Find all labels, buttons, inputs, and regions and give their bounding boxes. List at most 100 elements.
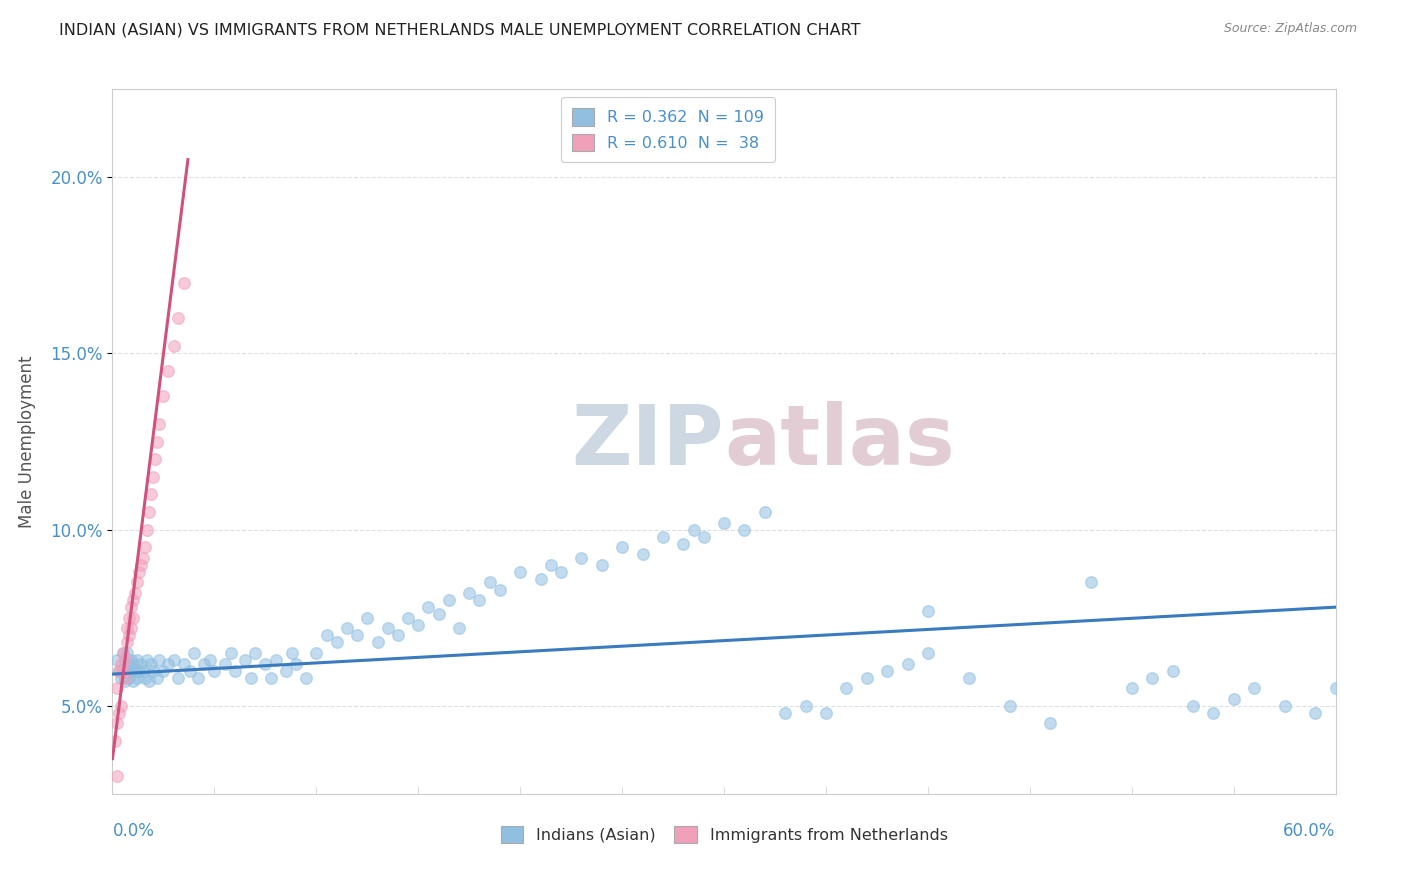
Point	[122, 610, 145, 624]
Point	[295, 671, 318, 685]
Point	[396, 610, 419, 624]
Point	[917, 604, 939, 618]
Point	[105, 716, 128, 731]
Point	[128, 664, 150, 678]
Point	[118, 671, 141, 685]
Point	[111, 664, 134, 678]
Text: Source: ZipAtlas.com: Source: ZipAtlas.com	[1223, 22, 1357, 36]
Point	[876, 664, 898, 678]
Point	[571, 550, 593, 565]
Point	[478, 575, 501, 590]
Point	[734, 523, 756, 537]
Point	[713, 516, 735, 530]
Point	[1274, 698, 1296, 713]
Point	[148, 653, 170, 667]
Point	[114, 657, 136, 671]
Point	[105, 769, 128, 783]
Point	[110, 657, 132, 671]
Point	[387, 628, 409, 642]
Point	[509, 565, 531, 579]
Point	[122, 674, 145, 689]
Point	[166, 311, 188, 326]
Point	[418, 600, 440, 615]
Point	[129, 657, 152, 671]
Point	[111, 646, 134, 660]
Text: 60.0%: 60.0%	[1284, 822, 1336, 840]
Point	[489, 582, 512, 597]
Point	[125, 575, 148, 590]
Point	[458, 586, 481, 600]
Point	[233, 653, 256, 667]
Point	[591, 558, 613, 572]
Point	[917, 646, 939, 660]
Point	[204, 664, 226, 678]
Point	[1039, 716, 1062, 731]
Point	[118, 610, 141, 624]
Point	[284, 657, 308, 671]
Point	[835, 681, 858, 696]
Point	[240, 671, 263, 685]
Point	[1121, 681, 1143, 696]
Point	[754, 505, 776, 519]
Point	[1305, 706, 1327, 720]
Point	[672, 537, 695, 551]
Point	[815, 706, 838, 720]
Point	[120, 664, 142, 678]
Point	[138, 505, 160, 519]
Point	[1243, 681, 1265, 696]
Point	[260, 671, 283, 685]
Point	[136, 523, 159, 537]
Point	[118, 657, 141, 671]
Point	[356, 610, 378, 624]
Point	[134, 671, 156, 685]
Point	[111, 646, 134, 660]
Point	[652, 530, 675, 544]
Point	[682, 523, 704, 537]
Point	[173, 276, 195, 290]
Point	[193, 657, 215, 671]
Point	[136, 653, 159, 667]
Point	[122, 657, 145, 671]
Point	[1223, 691, 1246, 706]
Point	[138, 674, 160, 689]
Point	[631, 547, 654, 561]
Point	[132, 550, 155, 565]
Point	[103, 734, 125, 748]
Point	[111, 664, 134, 678]
Point	[115, 635, 138, 649]
Point	[855, 671, 877, 685]
Point	[163, 339, 186, 353]
Point	[114, 653, 136, 667]
Point	[107, 706, 129, 720]
Point	[1161, 664, 1184, 678]
Point	[152, 389, 174, 403]
Point	[122, 593, 145, 607]
Point	[152, 664, 174, 678]
Point	[550, 565, 572, 579]
Point	[336, 621, 359, 635]
Point	[794, 698, 817, 713]
Point	[148, 417, 170, 431]
Point	[134, 540, 156, 554]
Point	[264, 653, 287, 667]
Point	[110, 698, 132, 713]
Text: 0.0%: 0.0%	[112, 822, 155, 840]
Point	[693, 530, 716, 544]
Point	[187, 671, 209, 685]
Point	[128, 565, 150, 579]
Text: INDIAN (ASIAN) VS IMMIGRANTS FROM NETHERLANDS MALE UNEMPLOYMENT CORRELATION CHAR: INDIAN (ASIAN) VS IMMIGRANTS FROM NETHER…	[59, 22, 860, 37]
Point	[957, 671, 980, 685]
Point	[610, 540, 633, 554]
Point	[105, 653, 128, 667]
Point	[141, 487, 163, 501]
Point	[163, 653, 186, 667]
Point	[179, 664, 201, 678]
Point	[1202, 706, 1225, 720]
Point	[468, 593, 491, 607]
Point	[125, 653, 148, 667]
Y-axis label: Male Unemployment: Male Unemployment	[18, 355, 37, 528]
Point	[529, 572, 551, 586]
Point	[897, 657, 920, 671]
Point	[254, 657, 277, 671]
Point	[224, 664, 246, 678]
